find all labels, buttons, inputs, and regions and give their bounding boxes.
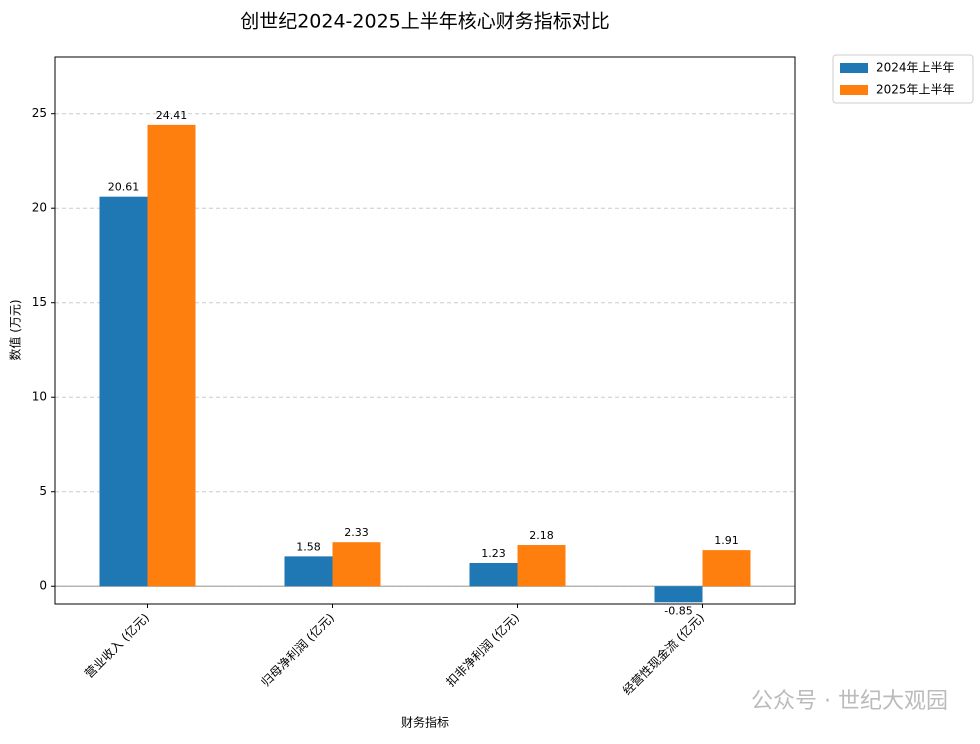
value-label: 1.23: [481, 547, 506, 560]
y-tick-label: 25: [32, 106, 47, 120]
y-tick-label: 10: [32, 390, 47, 404]
bar: [517, 545, 566, 587]
bar: [654, 586, 703, 603]
x-tick-label: 经营性现金流 (亿元): [619, 610, 707, 698]
x-tick-label: 扣非净利润 (亿元): [443, 610, 522, 689]
legend-swatch: [840, 63, 868, 73]
bar: [702, 550, 751, 587]
value-label: 1.58: [296, 540, 321, 553]
x-tick-label: 营业收入 (亿元): [81, 610, 152, 681]
plot-frame: [54, 56, 796, 605]
legend-swatch: [840, 85, 868, 95]
y-axis-label: 数值 (万元): [8, 299, 23, 360]
watermark: 公众号 · 世纪大观园: [751, 689, 948, 714]
y-tick-label: 15: [32, 295, 47, 309]
value-label: 2.18: [529, 529, 554, 542]
y-tick-label: 0: [39, 579, 47, 593]
y-tick-label: 5: [39, 484, 47, 498]
x-axis-label: 财务指标: [401, 715, 449, 730]
bar: [469, 562, 518, 587]
bar: [332, 542, 381, 587]
y-tick-label: 20: [32, 201, 47, 215]
legend-label: 2024年上半年: [876, 61, 955, 75]
value-label: 24.41: [156, 109, 188, 122]
bar: [99, 196, 148, 587]
value-label: 2.33: [344, 526, 369, 539]
value-label: 1.91: [714, 534, 739, 547]
chart-title: 创世纪2024-2025上半年核心财务指标对比: [240, 11, 610, 33]
value-label: 20.61: [108, 181, 140, 194]
bar: [284, 556, 333, 587]
bar: [147, 124, 196, 587]
x-tick-label: 归母净利润 (亿元): [258, 610, 337, 689]
legend-label: 2025年上半年: [876, 83, 955, 97]
value-label: -0.85: [664, 604, 692, 617]
